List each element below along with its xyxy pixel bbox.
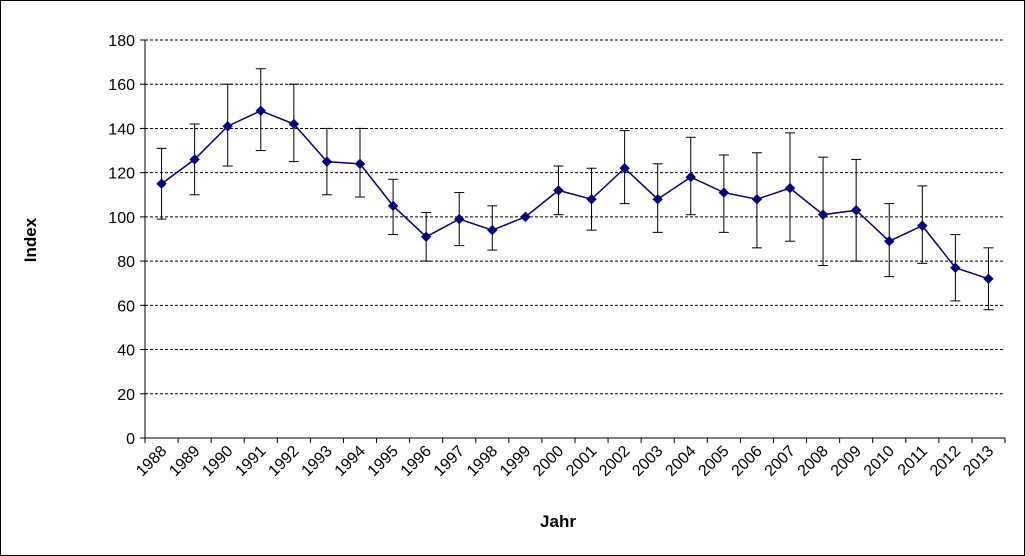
x-tick-label: 1998 [464, 443, 501, 480]
y-tick-label: 0 [126, 431, 135, 448]
data-point [321, 156, 333, 167]
y-tick-label: 160 [108, 77, 135, 94]
data-point [718, 187, 730, 198]
x-tick-label: 1993 [299, 443, 336, 480]
y-tick-label: 20 [117, 387, 135, 404]
series-line [161, 109, 989, 280]
y-axis-title: Index [21, 217, 40, 262]
x-tick-label: 2003 [629, 443, 666, 480]
data-point [420, 231, 432, 242]
x-tick-label: 1994 [332, 443, 369, 480]
x-tick-label: 2013 [960, 443, 997, 480]
data-point [950, 262, 961, 273]
data-point [784, 182, 796, 194]
y-tick-label: 60 [117, 298, 135, 315]
data-point [983, 273, 994, 285]
data-point [652, 193, 663, 205]
x-tick-label: 2000 [530, 443, 567, 480]
x-tick-label: 1992 [265, 443, 302, 480]
x-tick-label: 1996 [398, 443, 435, 480]
data-point [156, 178, 167, 189]
error-bars [156, 68, 994, 311]
data-point [685, 171, 696, 183]
data-point [354, 158, 366, 170]
data-point [884, 236, 895, 247]
x-tick-label: 2010 [861, 443, 898, 480]
y-tick-label: 120 [108, 166, 135, 183]
series-polyline [161, 109, 989, 280]
x-tick-label: 1988 [133, 443, 170, 480]
data-markers [156, 105, 994, 285]
data-point [189, 154, 200, 165]
x-tick-label: 1989 [166, 443, 203, 480]
x-tick-label: 2001 [563, 443, 600, 480]
y-tick-label: 100 [108, 210, 135, 227]
x-tick-label: 2008 [795, 443, 832, 480]
x-tick-label: 2011 [895, 443, 931, 479]
x-tick-label: 2004 [662, 443, 699, 480]
data-point [520, 211, 531, 223]
y-tick-label: 80 [117, 254, 135, 271]
y-tick-label: 40 [117, 343, 135, 360]
x-tick-label: 2007 [762, 443, 799, 480]
data-point [222, 121, 233, 132]
gridlines [145, 39, 1005, 395]
data-point [553, 185, 564, 196]
y-tick-label: 140 [108, 121, 135, 138]
data-point [487, 224, 498, 236]
data-point [454, 213, 465, 225]
x-tick-label: 1999 [497, 443, 534, 480]
x-axis-title: Jahr [540, 512, 576, 531]
axes [140, 39, 1006, 443]
x-tick-label: 2005 [695, 443, 732, 480]
x-tick-label: 1990 [199, 443, 236, 480]
y-tick-labels: 0 20 40 60 80 100 120 140 160 180 [108, 33, 135, 448]
data-point [586, 193, 597, 205]
x-tick-label: 2002 [596, 443, 633, 480]
data-point [255, 105, 266, 116]
x-tick-label: 1995 [365, 443, 402, 480]
data-point [817, 209, 829, 220]
data-point [619, 163, 630, 174]
data-point [917, 220, 928, 231]
x-tick-label: 2006 [729, 443, 766, 480]
data-point [288, 118, 300, 130]
data-point [387, 200, 399, 212]
x-tick-labels: 1988198919901991199219931994199519961997… [133, 443, 997, 480]
x-tick-label: 2009 [828, 443, 865, 480]
x-tick-label: 2012 [927, 443, 964, 480]
y-tick-label: 180 [108, 33, 135, 50]
data-point [850, 205, 862, 216]
data-point [751, 193, 763, 205]
x-tick-label: 1997 [431, 443, 468, 480]
x-tick-label: 1991 [232, 443, 269, 480]
